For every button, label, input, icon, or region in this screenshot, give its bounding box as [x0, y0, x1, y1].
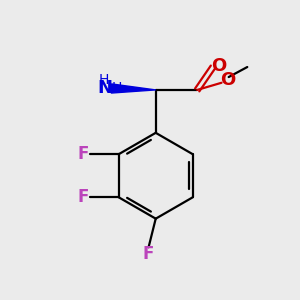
- Text: H: H: [112, 82, 122, 95]
- Text: N: N: [97, 80, 112, 98]
- Text: O: O: [220, 71, 236, 89]
- Text: O: O: [212, 57, 227, 75]
- Text: F: F: [78, 145, 89, 163]
- Text: F: F: [78, 188, 89, 206]
- Polygon shape: [111, 84, 156, 93]
- Text: H: H: [98, 73, 109, 87]
- Text: F: F: [143, 245, 154, 263]
